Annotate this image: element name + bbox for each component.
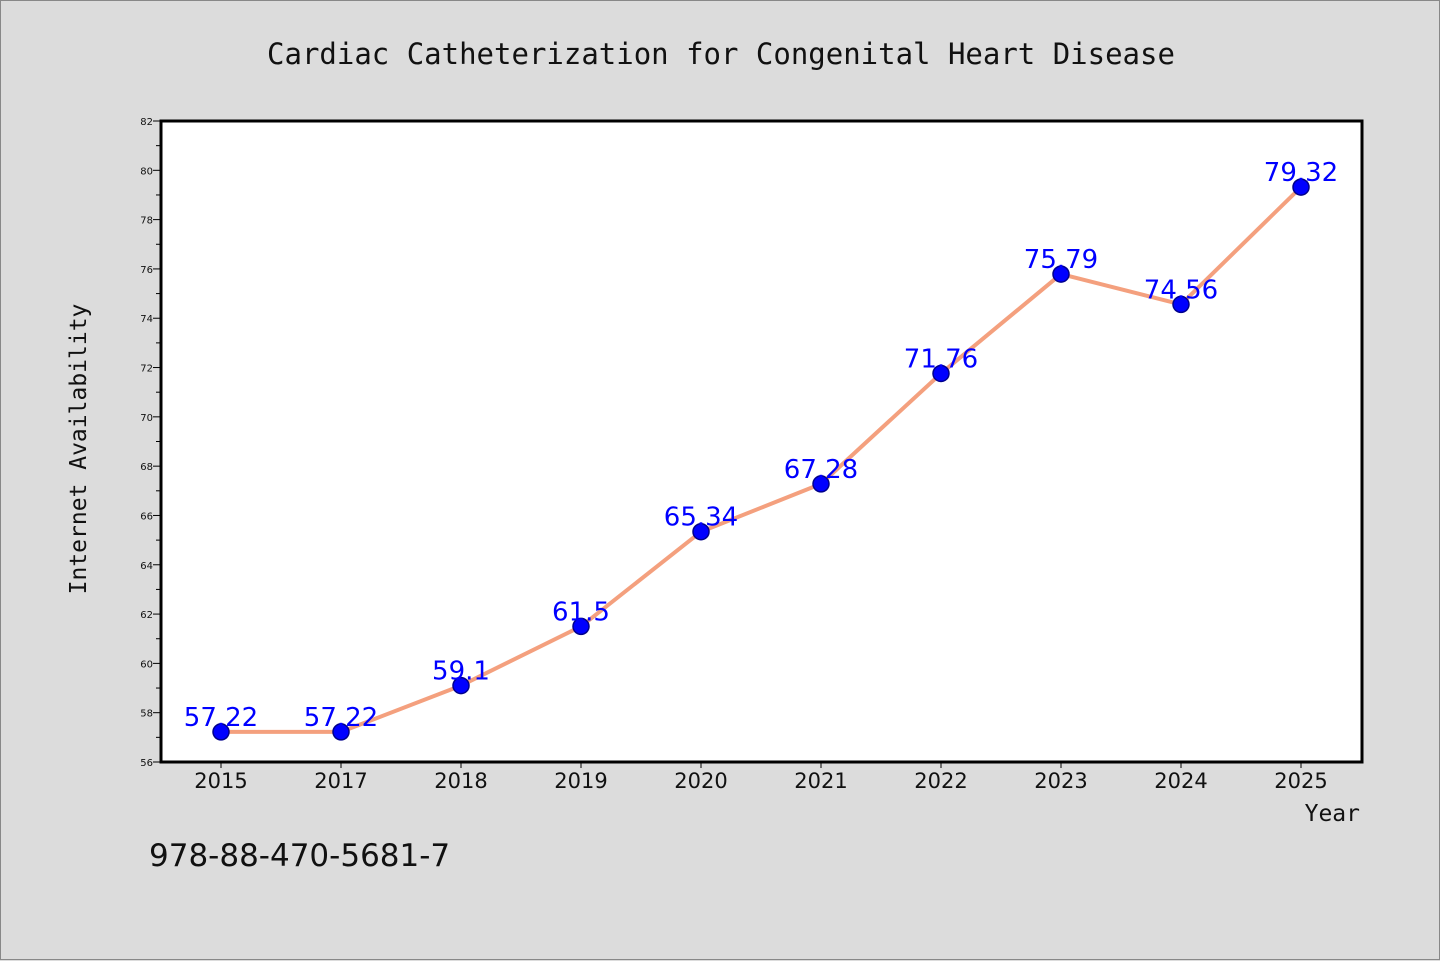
data-point <box>812 475 830 493</box>
data-point <box>1292 178 1310 196</box>
data-label: 67.28 <box>784 455 858 485</box>
data-point <box>1172 295 1190 314</box>
data-label: 79.32 <box>1264 158 1338 188</box>
y-tick-label: 70 <box>140 413 153 424</box>
data-label: 71.76 <box>904 344 978 374</box>
data-point <box>452 676 470 695</box>
x-tick-label: 2023 <box>1034 769 1087 793</box>
y-tick-label: 82 <box>140 117 153 128</box>
data-label: 57.22 <box>184 703 258 733</box>
data-point <box>572 617 590 636</box>
y-tick-label: 64 <box>140 561 153 572</box>
series-group: 57.22 57.22 59.1 61.5 65.34 67.28 71.76 75.79 74… <box>184 158 1338 741</box>
y-tick-label: 56 <box>140 758 153 769</box>
x-axis-label: Year <box>1305 801 1360 827</box>
y-tick-label: 78 <box>140 216 153 227</box>
x-tick-label: 2018 <box>434 769 487 793</box>
x-tick-label: 2025 <box>1274 769 1327 793</box>
y-tick-label: 62 <box>140 610 153 621</box>
y-tick-label: 74 <box>140 314 153 325</box>
x-tick-label: 2020 <box>674 769 727 793</box>
y-tick-label: 68 <box>140 462 153 473</box>
x-tick-label: 2019 <box>554 769 607 793</box>
data-label: 59.1 <box>432 657 490 687</box>
data-label: 61.5 <box>552 597 610 627</box>
data-label: 57.22 <box>304 703 378 733</box>
y-tick-label: 72 <box>140 364 153 375</box>
data-label: 74.56 <box>1144 275 1218 305</box>
plot-area <box>159 119 1364 764</box>
series-line <box>221 185 1303 734</box>
data-point <box>932 364 950 383</box>
x-tick-label: 2024 <box>1154 769 1207 793</box>
y-tick-label: 60 <box>140 659 153 670</box>
x-tick-label: 2017 <box>314 769 367 793</box>
data-label: 65.34 <box>664 503 738 533</box>
data-label: 75.79 <box>1024 245 1098 275</box>
y-tick-label: 76 <box>140 265 153 276</box>
y-tick-label: 66 <box>140 511 153 522</box>
x-tick-label: 2021 <box>794 769 847 793</box>
data-point <box>212 723 230 741</box>
x-tick-label: 2022 <box>914 769 967 793</box>
y-axis: 56 58 60 62 64 66 68 70 72 74 76 78 80 82 <box>140 117 161 769</box>
footer-code: 978-88-470-5681-7 <box>149 838 450 874</box>
y-tick-label: 80 <box>140 166 153 177</box>
data-point <box>692 522 710 541</box>
chart-title: Cardiac Catheterization for Congenital H… <box>267 37 1175 71</box>
x-axis: 2015 2017 2018 2019 2020 2021 2022 2023 2024 2025 <box>194 762 1328 793</box>
y-axis-label: Internet Availability <box>66 304 92 595</box>
data-point <box>1052 265 1070 283</box>
x-tick-label: 2015 <box>194 769 247 793</box>
y-tick-label: 58 <box>140 709 153 720</box>
data-point <box>332 723 350 741</box>
